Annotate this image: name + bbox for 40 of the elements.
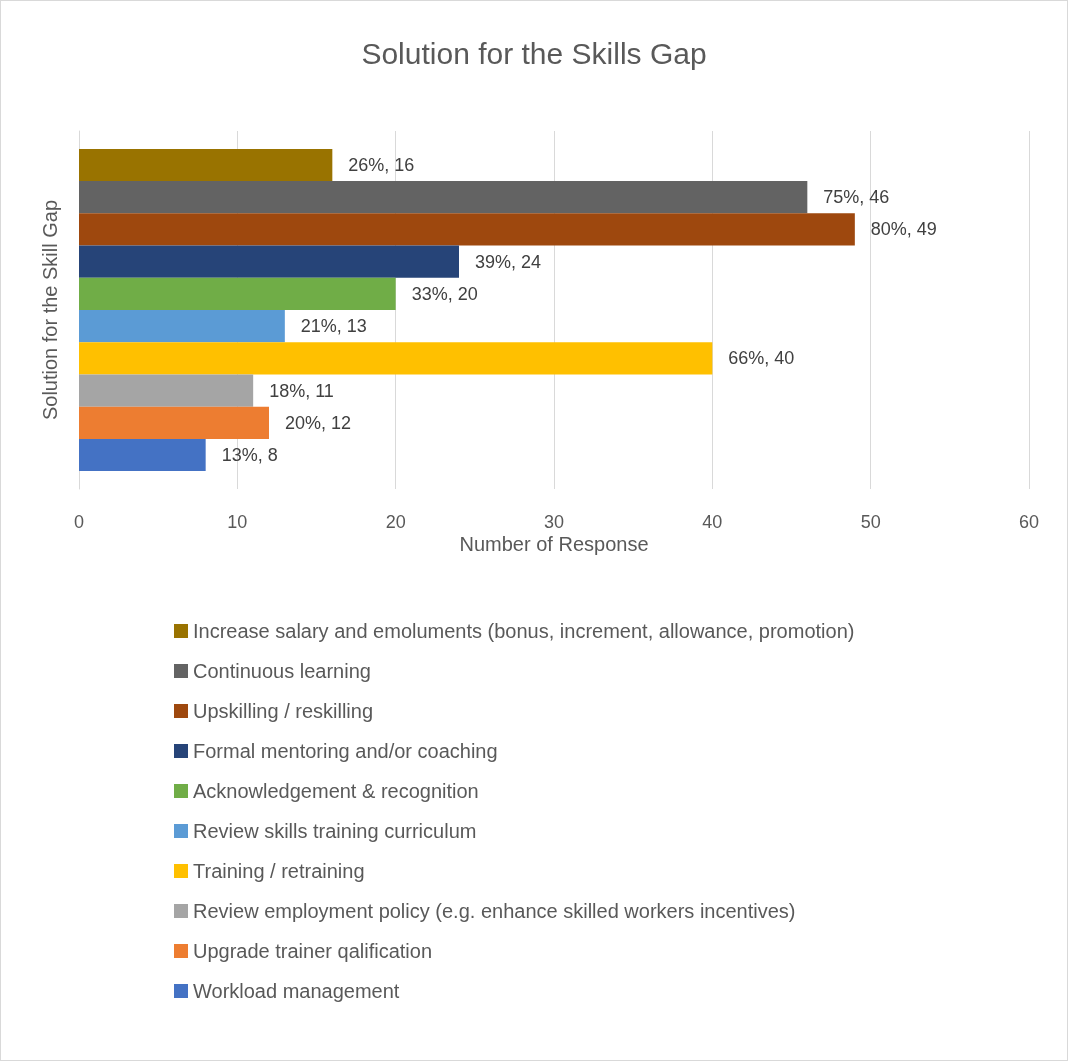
legend-label: Review employment policy (e.g. enhance skilled workers incentives) <box>193 900 796 922</box>
data-label: 66%, 40 <box>728 348 795 369</box>
x-tick-label: 10 <box>227 512 248 532</box>
legend-label: Upskilling / reskilling <box>193 700 374 722</box>
bar <box>79 181 808 214</box>
data-label: 39%, 24 <box>475 251 542 272</box>
legend-label: Workload management <box>193 980 400 1002</box>
x-tick-label: 20 <box>385 512 406 532</box>
data-label: 80%, 49 <box>870 219 937 240</box>
legend-label: Continuous learning <box>193 660 371 682</box>
y-axis-title: Solution for the Skill Gap <box>39 199 62 421</box>
bar <box>79 438 206 472</box>
data-label: 75%, 46 <box>823 187 890 208</box>
x-tick-label: 60 <box>1018 512 1040 532</box>
data-label: 18%, 11 <box>269 380 334 401</box>
legend-label: Formal mentoring and/or coaching <box>193 740 498 762</box>
bar <box>79 374 254 407</box>
data-label: 21%, 13 <box>300 316 367 337</box>
x-tick-label: 30 <box>543 512 565 532</box>
data-label: 20%, 12 <box>285 412 352 433</box>
bar <box>79 148 333 182</box>
data-label: 13%, 8 <box>221 444 278 465</box>
chart-title: Solution for the Skills Gap <box>361 36 707 70</box>
x-tick-label: 0 <box>73 512 85 532</box>
bar <box>79 406 269 439</box>
x-axis-title: Number of Response <box>459 533 649 555</box>
x-tick-label: 40 <box>702 512 723 532</box>
legend-label: Review skills training curriculum <box>193 820 477 842</box>
bar <box>79 213 855 246</box>
legend-label: Acknowledgement & recognition <box>193 780 479 802</box>
legend-label: Increase salary and emoluments (bonus, increment, allowance, promotion) <box>193 620 855 642</box>
bar <box>79 310 285 343</box>
bar <box>79 245 459 278</box>
bar <box>79 277 396 310</box>
legend-label: Upgrade trainer qalification <box>193 940 433 962</box>
data-label: 26%, 16 <box>348 155 415 176</box>
bar <box>79 342 713 375</box>
x-tick-label: 50 <box>860 512 881 532</box>
data-label: 33%, 20 <box>411 283 478 304</box>
legend-label: Training / retraining <box>193 860 365 882</box>
